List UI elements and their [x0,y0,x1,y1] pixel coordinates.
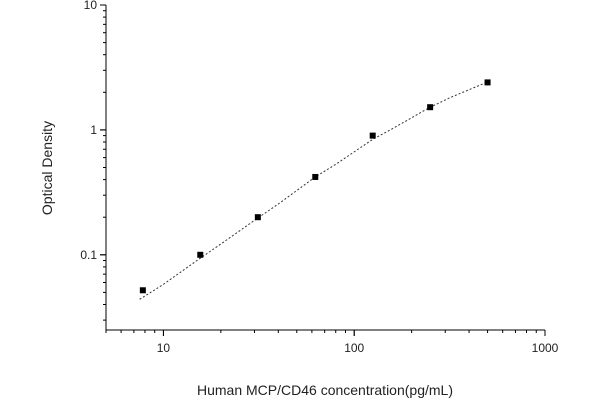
y-ticks [100,4,106,321]
x-axis-title: Human MCP/CD46 concentration(pg/mL) [197,382,453,398]
data-point [484,79,491,86]
axes [105,5,545,331]
data-point [254,214,261,221]
tick-labels: 0.1 1 10 10 100 1000 [80,0,558,355]
y-axis-title: Optical Density [39,121,55,215]
y-tick-label: 10 [84,0,98,12]
x-tick-label: 1000 [532,341,559,355]
y-tick-label: 1 [90,123,97,137]
data-points [139,79,491,294]
data-point [369,132,376,139]
fit-curve [139,81,488,300]
data-point [312,173,319,180]
x-tick-label: 100 [344,341,364,355]
data-point [427,104,434,111]
data-point [139,287,146,294]
data-point [197,251,204,258]
y-tick-label: 0.1 [80,248,97,262]
x-tick-label: 10 [157,341,171,355]
x-ticks [105,330,546,336]
